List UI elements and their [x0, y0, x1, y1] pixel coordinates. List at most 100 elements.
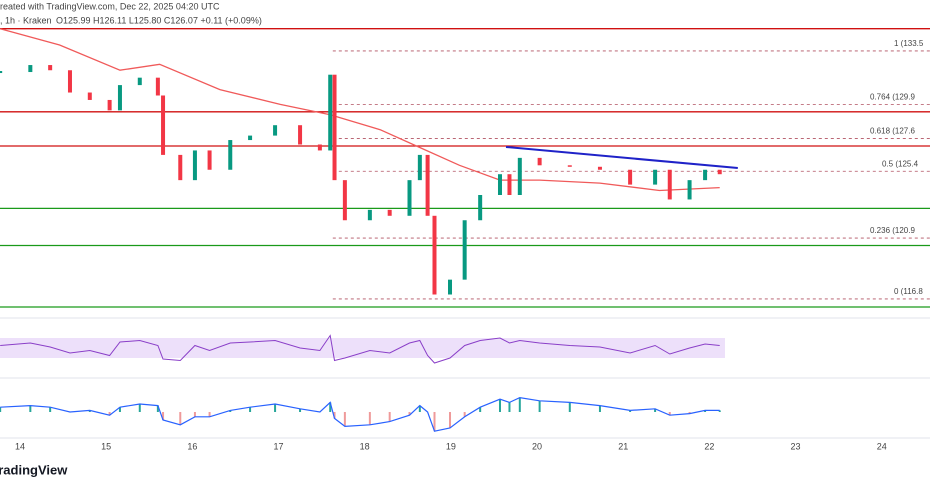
- candle: [667, 169, 672, 200]
- candle: [273, 125, 278, 136]
- macd-bar: [274, 404, 277, 412]
- candle: [497, 174, 502, 195]
- candle: [367, 209, 372, 221]
- candle: [228, 140, 233, 170]
- fib-label: 0.618 (127.6: [870, 127, 915, 136]
- candle: [317, 144, 322, 151]
- candle: [67, 70, 72, 93]
- macd-bar: [0, 407, 2, 412]
- candle: [155, 77, 160, 96]
- x-tick-label: 21: [618, 441, 628, 451]
- candle: [48, 65, 53, 71]
- macd-bar: [333, 412, 336, 419]
- x-tick-label: 17: [274, 441, 284, 451]
- rsi-line: [0, 334, 720, 364]
- candle: [342, 180, 347, 221]
- macd-bar: [508, 402, 511, 412]
- macd-bar: [368, 412, 371, 425]
- candle: [207, 150, 212, 170]
- fib-label: 1 (133.5: [894, 39, 924, 48]
- candle: [597, 166, 602, 170]
- macd-bar: [138, 404, 141, 412]
- brand: TradingView: [0, 462, 68, 477]
- candle: [332, 74, 337, 181]
- candle: [628, 169, 633, 185]
- macd-bar: [408, 412, 411, 416]
- candle: [28, 65, 33, 73]
- candle: [161, 95, 166, 155]
- macd-bar: [598, 405, 601, 412]
- moving-average: [0, 28, 720, 192]
- candle: [448, 279, 453, 295]
- x-tick-label: 24: [877, 441, 887, 451]
- x-tick-label: 19: [446, 441, 456, 451]
- candle: [192, 150, 197, 181]
- candle: [248, 135, 253, 141]
- x-tick-label: 23: [791, 441, 801, 451]
- fib-label: 0.5 (125.4: [882, 159, 919, 168]
- macd-bar: [538, 400, 541, 412]
- candle: [107, 99, 112, 111]
- candle: [478, 195, 483, 221]
- fib-label: 0.236 (120.9: [870, 226, 915, 235]
- candle: [717, 169, 722, 175]
- header: reated with TradingView.com, Dec 22, 202…: [0, 1, 220, 11]
- candle: [87, 92, 92, 100]
- macd-bar: [629, 410, 632, 412]
- macd-bar: [208, 412, 211, 417]
- macd-bar: [329, 402, 332, 412]
- candle: [328, 74, 333, 151]
- macd-line: [0, 396, 720, 432]
- macd-bar: [568, 402, 571, 412]
- macd-bar: [29, 405, 32, 412]
- x-tick-label: 18: [360, 441, 370, 451]
- candle: [407, 180, 412, 216]
- candle: [178, 154, 183, 181]
- candle: [537, 157, 542, 166]
- candle: [703, 169, 708, 181]
- candle: [425, 154, 430, 216]
- candle: [387, 209, 392, 216]
- x-tick-label: 20: [532, 441, 542, 451]
- macd-bar: [479, 407, 482, 412]
- macd-bar: [704, 410, 707, 412]
- macd-bar: [654, 408, 657, 412]
- candle: [687, 180, 692, 200]
- fib-label: 0.764 (129.9: [870, 93, 915, 102]
- x-tick-label: 22: [704, 441, 714, 451]
- candle: [462, 220, 467, 280]
- macd-bar: [463, 412, 466, 417]
- candle: [417, 154, 422, 181]
- candle: [567, 165, 572, 167]
- macd-bar: [229, 410, 232, 412]
- macd-bar: [49, 407, 52, 412]
- ohlc: O125.99 H126.11 L125.80 C126.07 +0.11 (+…: [56, 15, 262, 25]
- macd-bar: [193, 412, 196, 417]
- fib-label: 0 (116.8: [894, 287, 923, 296]
- candle: [653, 169, 658, 185]
- macd-bar: [162, 412, 165, 420]
- x-tick-label: 15: [101, 441, 111, 451]
- macd-bar: [449, 412, 452, 428]
- candle: [298, 125, 303, 145]
- macd-bar: [156, 405, 159, 412]
- candle: [517, 157, 522, 195]
- macd-bar: [518, 397, 521, 412]
- x-tick-label: 14: [15, 441, 25, 451]
- candle: [137, 77, 142, 86]
- macd-bar: [433, 412, 436, 432]
- symbol: , 1h · Kraken: [0, 15, 52, 25]
- candle: [0, 71, 3, 74]
- macd-bar: [668, 412, 671, 416]
- x-tick-label: 16: [187, 441, 197, 451]
- macd-bar: [498, 399, 501, 412]
- candle: [432, 215, 437, 295]
- macd-bar: [88, 410, 91, 412]
- macd-bar: [688, 412, 691, 414]
- macd-bar: [118, 407, 121, 412]
- candle: [507, 174, 512, 195]
- macd-bar: [299, 408, 302, 412]
- fib: 1 (133.5 0.764 (129.9 0.618 (127.6 0.5 (125…: [332, 39, 930, 300]
- macd-bar: [388, 412, 391, 422]
